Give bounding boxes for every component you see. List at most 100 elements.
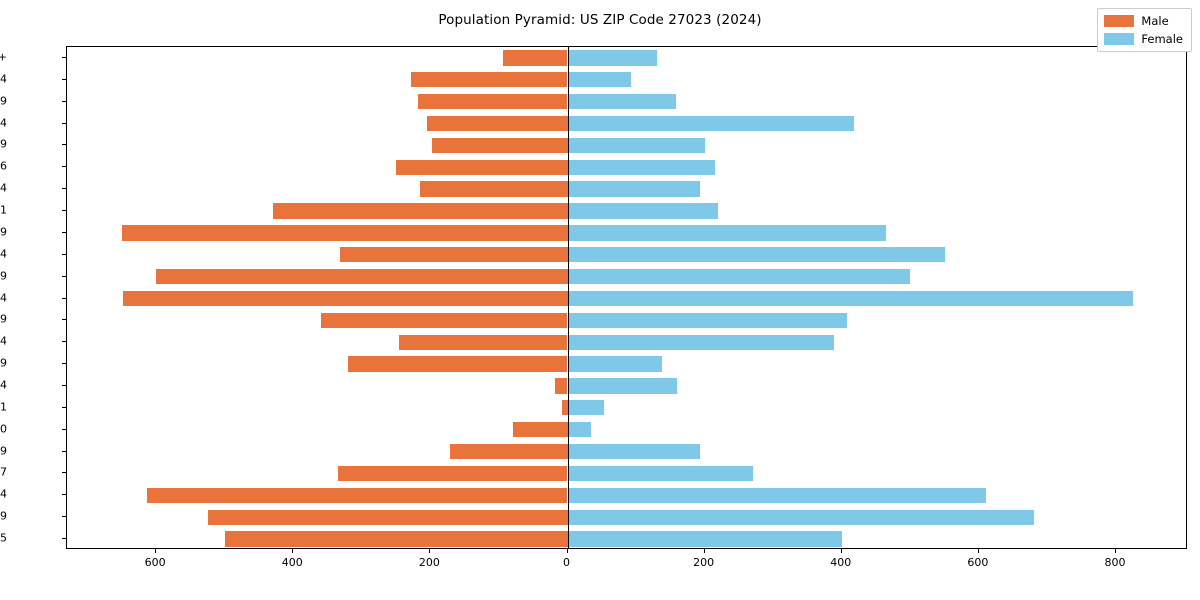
x-axis-tick-mark	[292, 549, 294, 553]
y-axis-tick-label: 21	[0, 400, 7, 414]
x-axis-tick-label: 600	[144, 556, 166, 569]
bar-male	[432, 137, 568, 154]
bar-female	[567, 94, 676, 110]
y-axis-tick-label: 80-84	[0, 72, 7, 86]
bars-layer	[67, 47, 1186, 548]
bar-male	[348, 356, 568, 372]
y-axis-tick-mark	[62, 494, 66, 496]
y-axis-tick-mark	[62, 231, 66, 233]
bar-row	[67, 137, 1186, 154]
bar-female	[567, 509, 1034, 525]
y-axis-tick-label: 45-49	[0, 269, 7, 283]
bar-row	[67, 159, 1186, 175]
bar-row	[67, 94, 1186, 110]
bar-row	[67, 72, 1186, 88]
y-axis-tick-mark	[62, 144, 66, 146]
y-axis-tick-label: 40-44	[0, 291, 7, 304]
bar-male	[562, 400, 568, 416]
bar-female	[567, 422, 591, 438]
bar-row	[67, 509, 1186, 525]
bar-male	[420, 181, 568, 197]
bar-male	[339, 247, 568, 263]
y-axis-tick-label: 85+	[0, 50, 7, 64]
y-axis-tick-mark	[62, 188, 66, 190]
y-axis-tick-label: 70-74	[0, 116, 7, 130]
y-axis-tick-mark	[62, 428, 66, 430]
bar-row	[67, 50, 1186, 66]
bar-male	[207, 509, 568, 525]
y-axis-tick-mark	[62, 166, 66, 168]
legend-label: Female	[1141, 32, 1183, 46]
y-axis-tick-label: 18-19	[0, 444, 7, 458]
bar-row	[67, 225, 1186, 241]
legend-entry[interactable]: Male	[1104, 14, 1183, 28]
x-axis-tick-mark	[840, 549, 842, 553]
zero-axis-line	[567, 47, 569, 548]
bar-male	[121, 225, 568, 241]
bar-female	[567, 225, 887, 241]
y-axis-tick-mark	[62, 253, 66, 255]
bar-female	[567, 356, 663, 372]
legend-entry[interactable]: Female	[1104, 32, 1183, 46]
y-axis-tick-label: 15-17	[0, 465, 7, 479]
bar-male	[272, 203, 568, 219]
bar-male	[123, 290, 568, 307]
y-axis-tick-mark	[62, 384, 66, 386]
bar-male	[396, 159, 568, 175]
bar-row	[67, 422, 1186, 438]
y-axis-tick-label: 50-54	[0, 247, 7, 261]
y-axis-tick-label: 25-29	[0, 356, 7, 370]
bar-female	[567, 312, 848, 328]
x-axis-tick-mark	[977, 549, 979, 553]
bar-row	[67, 465, 1186, 482]
bar-row	[67, 378, 1186, 394]
chart-title: Population Pyramid: US ZIP Code 27023 (2…	[438, 12, 762, 28]
legend-color-swatch	[1104, 33, 1135, 45]
y-axis-tick-label: 30-34	[0, 334, 7, 348]
x-axis-tick-mark	[566, 549, 568, 553]
bar-female	[567, 443, 700, 460]
bar-female	[567, 531, 842, 547]
bar-male	[503, 50, 568, 66]
legend-label: Male	[1141, 14, 1169, 28]
bar-female	[567, 203, 719, 219]
bar-female	[567, 181, 700, 197]
x-axis-tick-label: 200	[418, 556, 440, 569]
bar-row	[67, 247, 1186, 263]
bar-female	[567, 159, 715, 175]
bar-row	[67, 181, 1186, 197]
bar-male	[449, 443, 568, 460]
y-axis-tick-label: 5-9	[0, 509, 7, 523]
y-axis-tick-mark	[62, 341, 66, 343]
y-axis-tick-mark	[62, 275, 66, 277]
x-axis-tick-label: 800	[1104, 556, 1126, 569]
y-axis-tick-label: 55-59	[0, 225, 7, 239]
bar-female	[567, 72, 631, 88]
y-axis-tick-mark	[62, 100, 66, 102]
bar-male	[555, 378, 568, 394]
chart-legend: Male Female	[1097, 8, 1192, 52]
x-axis-tick-mark	[703, 549, 705, 553]
bar-male	[418, 94, 568, 110]
bar-male	[426, 115, 568, 132]
bar-female	[567, 400, 604, 416]
x-axis-tick-label: 200	[693, 556, 715, 569]
y-axis-tick-label: 75-79	[0, 94, 7, 108]
x-axis-tick-mark	[429, 549, 431, 553]
y-axis-tick-mark	[62, 516, 66, 518]
bar-row	[67, 356, 1186, 372]
y-axis-tick-label: 35-39	[0, 312, 7, 326]
bar-female	[567, 137, 705, 154]
bar-female	[567, 290, 1134, 307]
bar-male	[398, 334, 568, 350]
bar-male	[337, 465, 568, 482]
bar-male	[156, 268, 568, 285]
x-axis-tick-label: 400	[830, 556, 852, 569]
y-axis-tick-mark	[62, 210, 66, 212]
y-axis-tick-mark	[62, 297, 66, 299]
bar-row	[67, 443, 1186, 460]
y-axis-tick-mark	[62, 319, 66, 321]
y-axis-tick-mark	[62, 472, 66, 474]
bar-male	[411, 72, 568, 88]
